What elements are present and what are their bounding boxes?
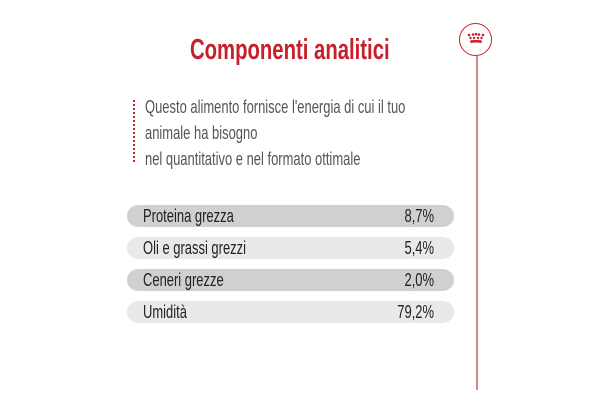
component-label: Oli e grassi grezzi [143, 238, 246, 258]
component-label: Proteina grezza [143, 206, 234, 226]
component-row-fat: Oli e grassi grezzi 5,4% [127, 237, 454, 259]
component-row-protein: Proteina grezza 8,7% [127, 205, 454, 227]
component-value: 5,4% [404, 238, 434, 258]
page-title: Componenti analitici [190, 34, 475, 67]
component-value: 2,0% [404, 270, 434, 290]
crown-icon [467, 33, 485, 43]
component-row-moisture: Umidità 79,2% [127, 301, 454, 323]
brand-badge [459, 23, 492, 56]
component-label: Umidità [143, 302, 187, 322]
title-text: Componenti analitici [190, 34, 390, 66]
component-value: 8,7% [404, 206, 434, 226]
component-value: 79,2% [397, 302, 434, 322]
dotted-divider [133, 100, 135, 162]
timeline-line [476, 56, 478, 390]
component-row-ash: Ceneri grezze 2,0% [127, 269, 454, 291]
component-label: Ceneri grezze [143, 270, 224, 290]
intro-line: animale ha bisogno [145, 123, 258, 143]
intro-line: Questo alimento fornisce l'energia di cu… [145, 97, 406, 117]
intro-line: nel quantitativo e nel formato ottimale [145, 149, 361, 169]
intro-text: Questo alimento fornisce l'energia di cu… [145, 94, 507, 172]
